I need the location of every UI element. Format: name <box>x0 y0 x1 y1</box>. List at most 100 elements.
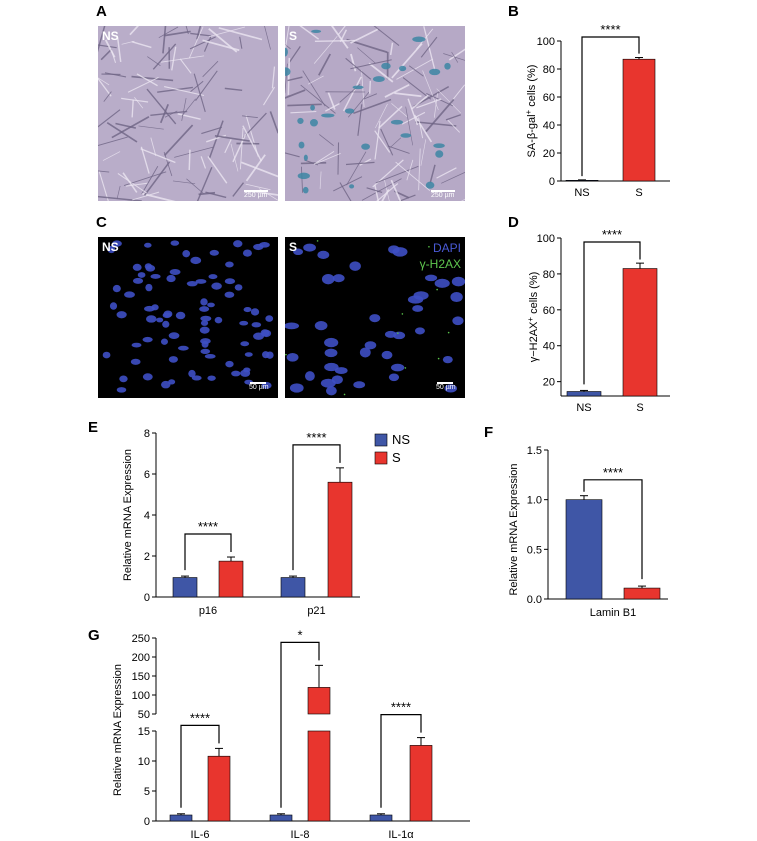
h2ax-focus <box>437 357 440 360</box>
nucleus <box>251 322 262 328</box>
cell-process <box>98 109 121 128</box>
nucleus <box>208 274 218 280</box>
legend-swatch-s <box>374 451 388 465</box>
cell-process <box>179 58 192 74</box>
nucleus <box>243 307 252 313</box>
y-axis-label: γ−H2AX+ cells (%) <box>526 272 540 363</box>
micrograph-tag: S <box>289 29 298 43</box>
cell-process <box>405 106 414 146</box>
nucleus <box>233 240 243 248</box>
cell-process <box>418 117 424 139</box>
y-tick-label: 2 <box>144 551 150 563</box>
cell-process <box>345 57 372 80</box>
cell-process <box>232 182 245 197</box>
cell-process <box>396 58 434 80</box>
cell-process <box>138 125 164 130</box>
cell-process <box>177 113 201 120</box>
cell-process <box>162 26 167 54</box>
nucleus <box>388 373 400 382</box>
cell-process <box>416 98 442 109</box>
stain-label-h2ax: γ-H2AX <box>419 257 461 271</box>
panel-label-f: F <box>484 424 494 441</box>
cell-process <box>389 42 394 56</box>
h2ax-focus <box>285 353 287 356</box>
y-label-sup: + <box>524 109 533 114</box>
nucleus <box>442 355 453 364</box>
nucleus <box>450 292 463 303</box>
cell-process <box>98 77 112 97</box>
cell-process <box>242 115 258 119</box>
nucleus <box>390 363 405 372</box>
cell-process <box>285 43 291 50</box>
cell-process <box>200 156 207 169</box>
y-tick-label: 60 <box>543 305 555 317</box>
sa-gal-stain <box>297 172 310 180</box>
nucleus <box>286 352 299 362</box>
cell-process <box>98 170 110 173</box>
nucleus <box>353 381 366 389</box>
cell-process <box>193 73 206 113</box>
panel-label-e: E <box>88 419 99 436</box>
cell-process <box>131 75 174 82</box>
chart-d: 20 40 60 80 100 NS S **** γ−H2AX+ cells (%) <box>526 227 670 414</box>
h2ax-focus <box>343 393 346 396</box>
y-tick-label: 40 <box>543 341 555 353</box>
bar <box>565 180 599 182</box>
nucleus <box>116 387 127 393</box>
nucleus <box>388 245 400 254</box>
nucleus <box>160 338 168 345</box>
sa-gal-stain <box>285 47 288 57</box>
chart-b: 0 20 40 60 80 100 NS S **** SA-β-gal+ cells (%) <box>524 22 670 199</box>
cell-process <box>433 93 438 118</box>
cell-process <box>402 77 432 100</box>
nucleus <box>190 256 202 265</box>
x-tick-label: S <box>636 402 643 414</box>
x-tick-label: Lamin B1 <box>590 607 636 619</box>
cell-process <box>420 36 438 58</box>
cell-process <box>346 151 367 186</box>
sa-gal-stain <box>311 29 322 34</box>
y-tick-label: 0 <box>549 176 555 188</box>
bar <box>207 755 231 822</box>
y-tick-label: 40 <box>543 120 555 132</box>
scale-bar <box>250 382 266 384</box>
cell-process <box>380 128 394 156</box>
bar <box>566 391 602 397</box>
cell-process <box>391 43 423 79</box>
cell-process <box>116 185 121 199</box>
nucleus <box>293 248 304 256</box>
y-tick-label: 20 <box>543 377 555 389</box>
cell-process <box>245 183 271 191</box>
nucleus <box>239 320 249 326</box>
nucleus <box>260 329 270 337</box>
stain-label-dapi: DAPI <box>432 241 461 255</box>
nucleus <box>253 243 264 251</box>
cell-process <box>232 133 247 163</box>
nucleus <box>240 341 250 347</box>
cell-process <box>436 88 461 114</box>
nucleus <box>314 320 328 331</box>
cell-process <box>127 76 159 93</box>
micrograph-tag: NS <box>102 240 119 254</box>
cell-process <box>202 39 240 52</box>
y-label-main: SA-β-gal <box>526 114 538 157</box>
nucleus <box>168 356 178 363</box>
cell-process <box>441 171 465 184</box>
nucleus <box>162 312 172 319</box>
nucleus <box>209 249 219 256</box>
nucleus <box>320 378 336 388</box>
cell-process <box>98 171 109 201</box>
cell-process <box>218 27 263 41</box>
sa-gal-stain <box>435 150 444 158</box>
cell-process <box>115 122 137 129</box>
cell-process <box>411 94 429 110</box>
bar <box>622 58 656 182</box>
cell-process <box>304 159 319 166</box>
nuclei-texture <box>102 240 274 393</box>
h2ax-focus <box>404 367 407 369</box>
cell-process <box>436 167 457 179</box>
cell-process <box>314 39 356 43</box>
y-tick-label: 80 <box>543 269 555 281</box>
bar <box>280 577 306 598</box>
nucleus <box>142 373 153 381</box>
